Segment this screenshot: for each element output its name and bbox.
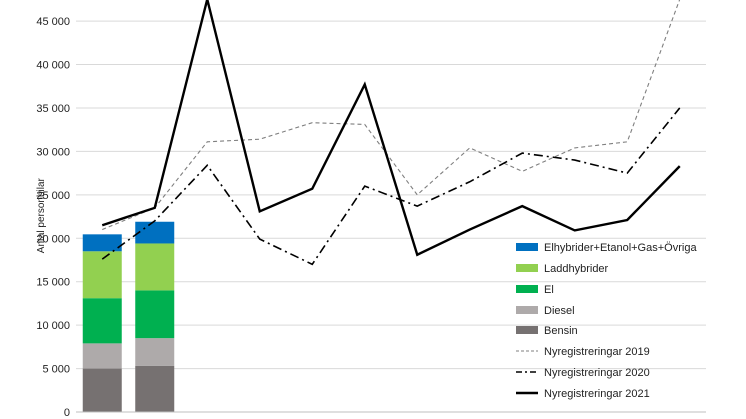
legend-swatch (516, 326, 538, 334)
legend-label: Bensin (544, 325, 578, 337)
bar-segment (135, 338, 175, 366)
legend-swatch (516, 243, 538, 251)
line-series-path (101, 0, 681, 257)
bar-segment (82, 234, 122, 252)
legend-swatch (516, 264, 538, 272)
y-tick-label: 35 000 (36, 103, 70, 115)
bar-segment (82, 298, 122, 344)
y-tick-label: 45 000 (36, 16, 70, 28)
legend-label: Nyregistreringar 2020 (544, 367, 650, 379)
line-series-path (102, 0, 681, 231)
bar-segment (135, 290, 175, 339)
legend-label: Nyregistreringar 2019 (544, 346, 650, 358)
y-tick-label: 25 000 (36, 190, 70, 202)
legend: Elhybrider+Etanol+Gas+Övriga Laddhybrider… (516, 242, 697, 400)
bar-segment (82, 368, 122, 412)
y-tick-label: 15 000 (36, 277, 70, 289)
legend-label: Elhybrider+Etanol+Gas+Övriga (544, 242, 697, 254)
y-tick-label: 30 000 (36, 146, 70, 158)
y-tick-label: 10 000 (36, 320, 70, 332)
y-axis-title: Antal personbilar (36, 177, 47, 253)
y-tick-label: 0 (64, 407, 70, 419)
y-tick-label: 40 000 (36, 60, 70, 72)
y-tick-label: 20 000 (36, 233, 70, 245)
legend-label: Laddhybrider (544, 263, 609, 275)
line-series-path (101, 107, 681, 266)
y-tick-label: 5 000 (42, 364, 70, 376)
legend-swatch (516, 306, 538, 314)
bar-segment (135, 243, 175, 291)
y-axis-tick-labels: 0 5 000 10 000 15 000 20 000 25 000 30 000 35 0… (36, 16, 70, 419)
bar-segment (135, 221, 175, 244)
bar-segment (135, 365, 175, 412)
stacked-bars (82, 221, 175, 412)
legend-label: El (544, 284, 554, 296)
legend-label: Diesel (544, 305, 575, 317)
bar-segment (82, 343, 122, 369)
legend-swatch (516, 285, 538, 293)
legend-label: Nyregistreringar 2021 (544, 388, 650, 400)
line-series (101, 0, 681, 266)
